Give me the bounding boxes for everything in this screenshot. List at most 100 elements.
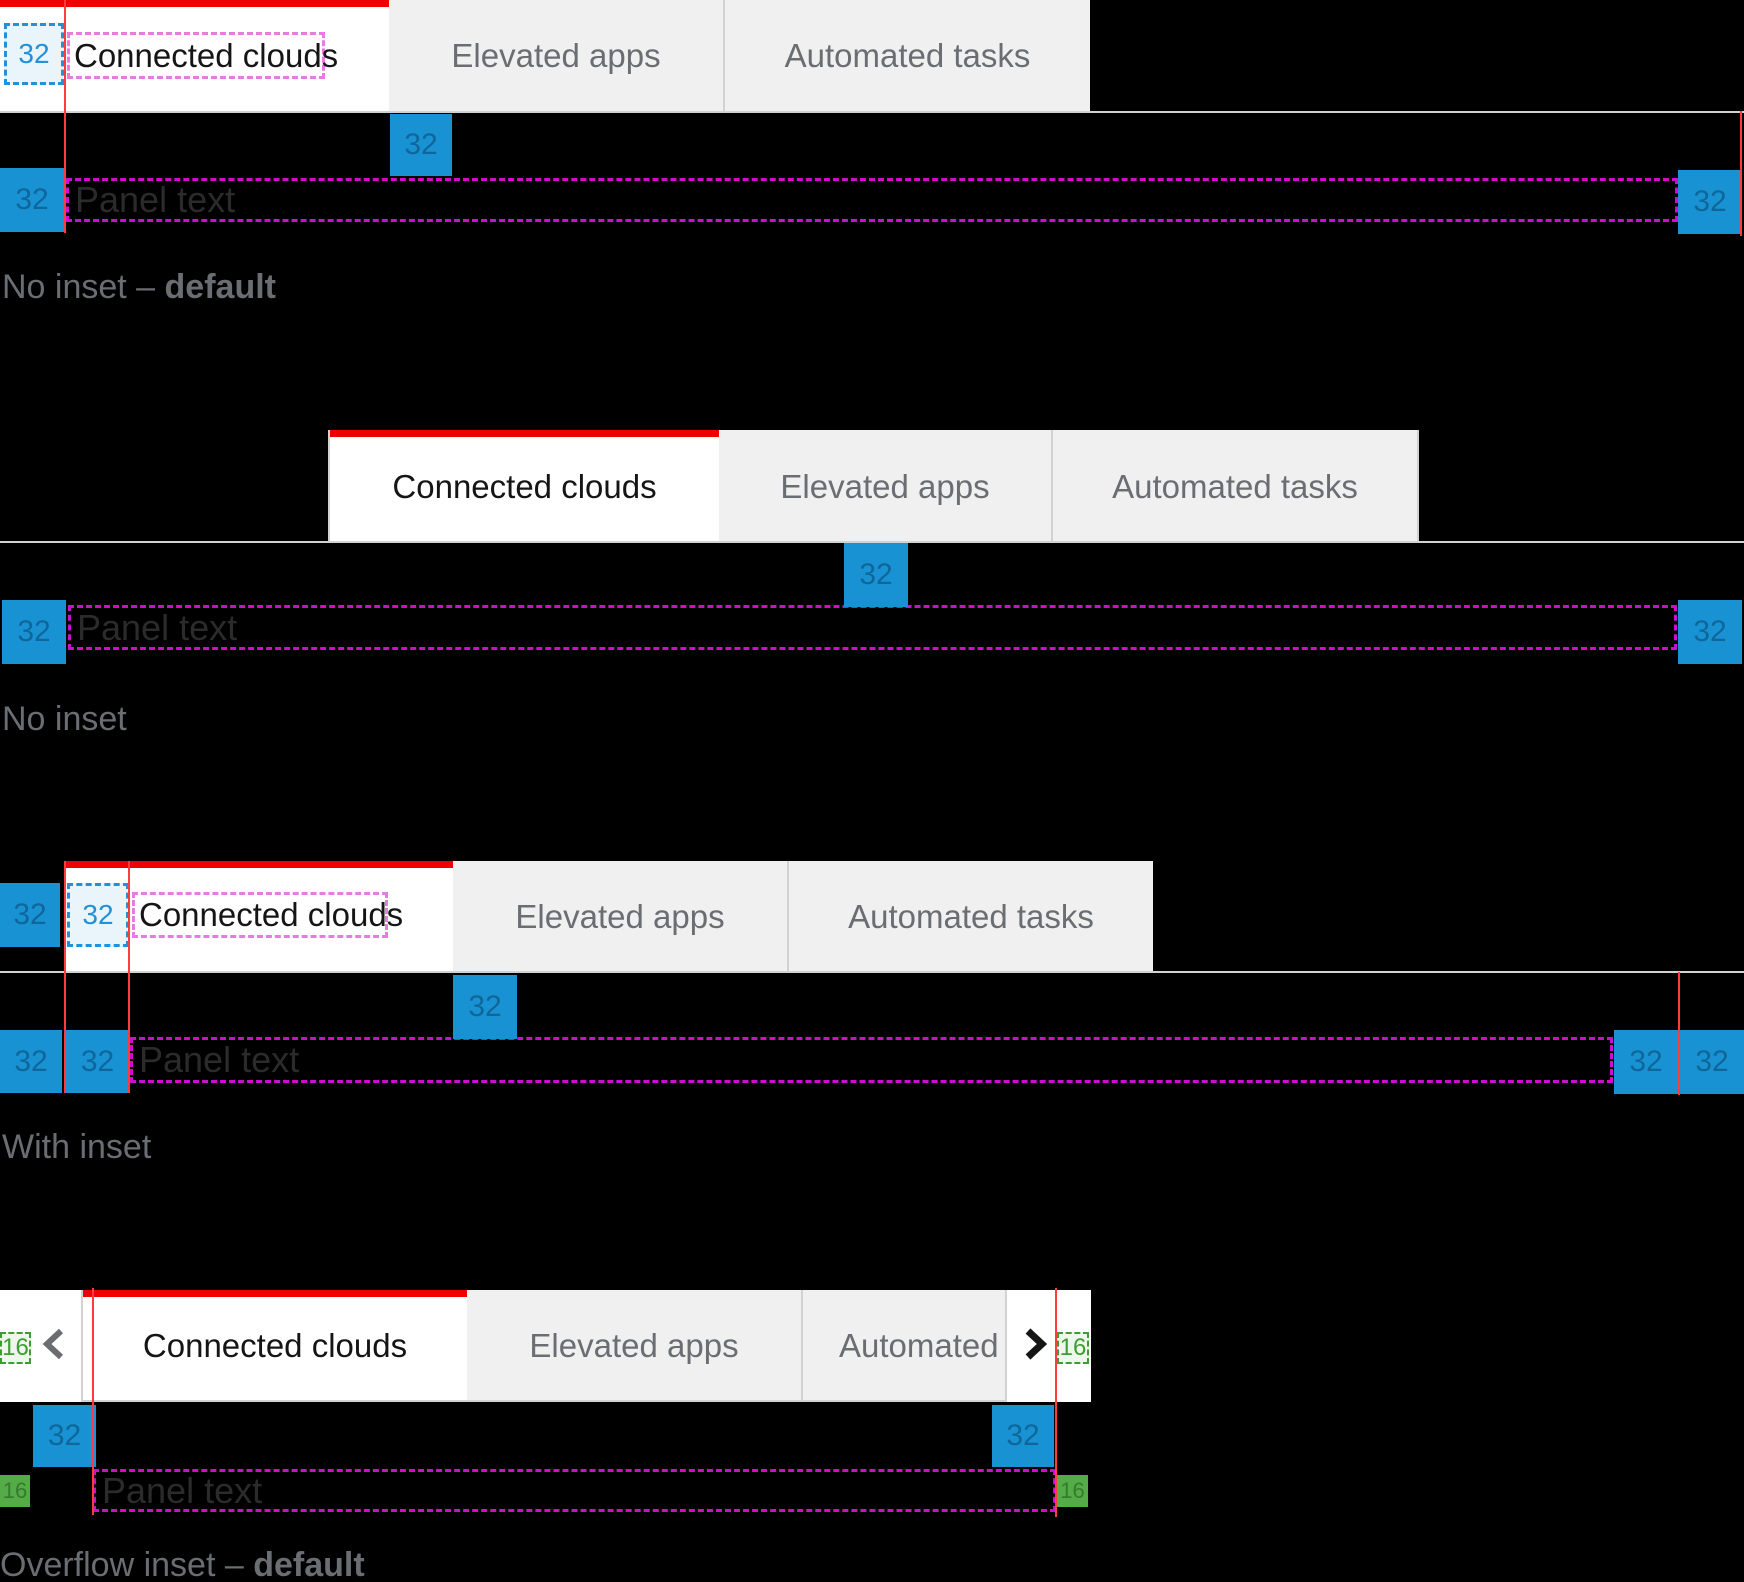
alignment-guide-line: [92, 1288, 94, 1515]
spacer-32-square: 32: [33, 1405, 96, 1467]
tab-elevated-apps[interactable]: Elevated apps: [389, 0, 723, 112]
tab-label: Elevated apps: [529, 1327, 739, 1364]
spacer-32-square: 32: [992, 1405, 1054, 1467]
tab-label: Connected clouds: [74, 36, 339, 74]
spacer-value: 32: [859, 558, 893, 591]
tabs-bottom-border: [0, 971, 1744, 973]
spacer-value: 32: [1693, 185, 1727, 218]
tab-label: Elevated apps: [780, 467, 990, 505]
spacer-value: 32: [18, 38, 50, 69]
tab-text-bounds-annotation: Connected clouds: [132, 892, 403, 938]
spacer-value: 16: [2, 1334, 29, 1361]
tab-label: Automated tasks: [1112, 467, 1358, 505]
tab-label: Elevated apps: [515, 898, 725, 935]
alignment-guide-line: [1055, 1288, 1057, 1517]
tab-label: Automated tasks: [848, 898, 1094, 935]
section-caption: Overflow inset – default: [0, 1546, 365, 1582]
caption-text: No inset: [2, 700, 127, 738]
spacer-32-square: 32: [0, 168, 64, 232]
tab-label: Connected clouds: [142, 1327, 408, 1364]
spacer-32-square: 32: [1678, 170, 1742, 234]
spacer-value: 32: [468, 990, 502, 1023]
spacer-32-square: 32: [1614, 1030, 1678, 1094]
caption-text: Overflow inset –: [0, 1546, 254, 1582]
spacer-value: 32: [13, 898, 47, 931]
spacer-value: 32: [1695, 1045, 1729, 1078]
spacer-32-square: 32: [1680, 1030, 1744, 1094]
spacer-annotation-32-box: 32: [4, 23, 64, 85]
tab-label: Elevated apps: [451, 37, 661, 74]
spacer-value: 32: [82, 899, 114, 930]
spacer-value: 32: [1006, 1419, 1040, 1452]
active-tab-indicator: [330, 430, 719, 437]
tab-connected-clouds[interactable]: Connected clouds: [83, 1290, 467, 1402]
tabs-bottom-border: [0, 1400, 1091, 1402]
active-tab-indicator: [64, 861, 453, 868]
panel-text: Panel text: [139, 1039, 300, 1080]
spacer-value: 32: [47, 1419, 82, 1452]
panel-text: Panel text: [102, 1469, 263, 1511]
alignment-guide-line: [64, 0, 66, 233]
spacer-16-square: 16: [0, 1475, 30, 1507]
spacer-value: 32: [80, 1044, 115, 1078]
alignment-guide-line: [1678, 972, 1680, 1095]
section-caption: No inset – default: [2, 268, 276, 307]
alignment-guide-line: [1740, 111, 1742, 236]
tab-elevated-apps[interactable]: Elevated apps: [453, 861, 787, 973]
tab-label: Automated tasks: [784, 37, 1031, 74]
tab-label: Connected clouds: [392, 467, 657, 505]
angle-right-icon: [1022, 1327, 1048, 1366]
spacer-32-square: 32: [390, 114, 452, 176]
panel-content-bounds: Panel text: [130, 1037, 1613, 1083]
tab-elevated-apps[interactable]: Elevated apps: [467, 1290, 801, 1402]
spacer-32-square: 32: [1678, 600, 1742, 664]
spacer-value: 16: [1060, 1478, 1085, 1503]
panel-text: Panel text: [77, 606, 238, 648]
tab-automated-tasks[interactable]: Automated tasks: [787, 861, 1153, 973]
spacer-value: 32: [14, 1044, 48, 1078]
spacer-32-square: 32: [2, 600, 66, 664]
tab-elevated-apps[interactable]: Elevated apps: [719, 430, 1051, 543]
caption-bold: default: [253, 1546, 365, 1582]
section-caption: With inset: [2, 1128, 151, 1167]
spacer-16-square: 16: [1057, 1475, 1088, 1507]
spacer-value: 16: [2, 1478, 28, 1503]
spacer-value: 32: [15, 183, 49, 216]
tab-label: Connected clouds: [139, 896, 404, 933]
caption-bold: default: [164, 268, 276, 306]
spacer-value: 32: [1693, 615, 1727, 648]
inset-annotation-16-box: 16: [0, 1332, 31, 1364]
panel-content-bounds: Panel text: [68, 605, 1677, 650]
inset-annotation-16-box: 16: [1057, 1332, 1089, 1364]
alignment-guide-line: [64, 861, 66, 1093]
tab-automated-tasks[interactable]: Automated tasks: [1051, 430, 1419, 543]
caption-text: With inset: [2, 1128, 152, 1166]
spacer-value: 32: [17, 615, 51, 648]
spacer-32-square: 32: [0, 883, 60, 947]
angle-left-icon: [41, 1327, 67, 1366]
spacer-value: 32: [404, 128, 438, 161]
tab-text-bounds-annotation: Connected clouds: [67, 32, 338, 79]
tab-automated-tasks[interactable]: Automated tasks: [723, 0, 1090, 112]
spacer-32-square: 32: [66, 1030, 129, 1093]
active-tab-indicator: [0, 0, 389, 7]
spacer-32-square: 32: [453, 975, 517, 1039]
panel-text: Panel text: [75, 179, 236, 220]
tabs-bottom-border: [0, 111, 1744, 113]
spacer-32-square: 32: [0, 1030, 62, 1093]
alignment-guide-line: [128, 861, 130, 1093]
spacer-value: 32: [1629, 1045, 1663, 1078]
caption-text: No inset –: [2, 268, 165, 306]
spacer-value: 16: [1059, 1334, 1087, 1361]
section-caption: No inset: [2, 700, 127, 739]
tab-label: Automated tasks: [839, 1327, 1005, 1364]
spacer-32-square: 32: [844, 543, 908, 607]
panel-content-bounds: Panel text: [66, 178, 1678, 222]
tab-connected-clouds[interactable]: Connected clouds: [328, 430, 719, 543]
tab-automated-tasks[interactable]: Automated tasks: [801, 1290, 1005, 1402]
tabs-bottom-border: [0, 541, 1744, 543]
spacer-annotation-32-box: 32: [67, 883, 129, 947]
active-tab-indicator: [83, 1290, 467, 1297]
panel-content-bounds: Panel text: [93, 1469, 1056, 1512]
